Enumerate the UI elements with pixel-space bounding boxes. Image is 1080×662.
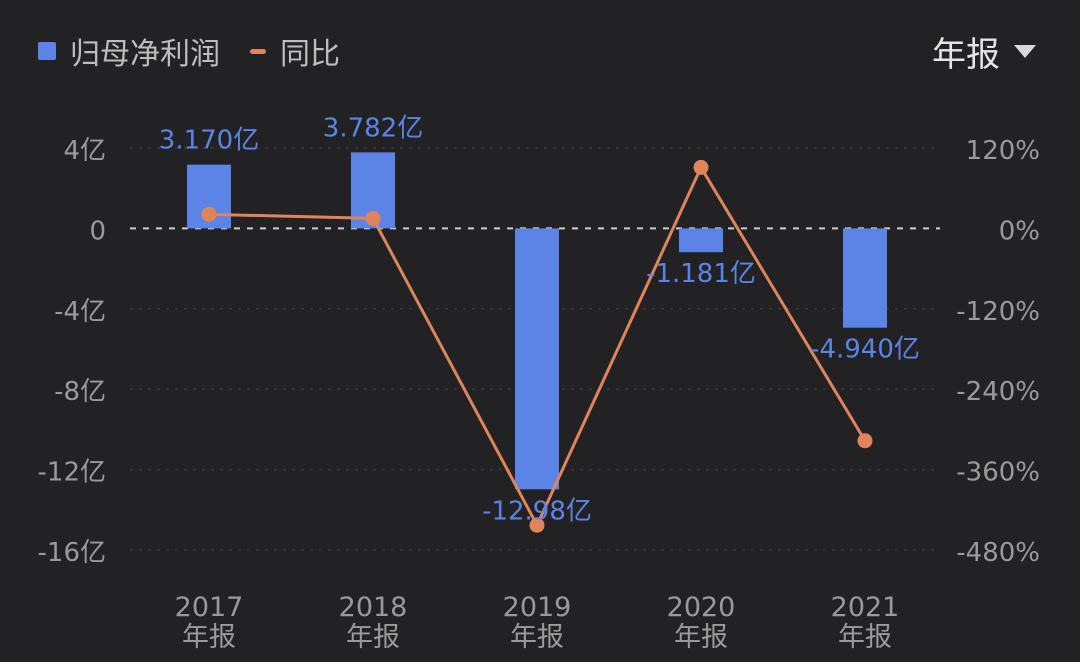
- x-tick-label-year: 2017: [175, 592, 244, 623]
- y-left-tick-label: -16亿: [38, 538, 106, 568]
- y-right-tick-label: 0%: [999, 216, 1040, 246]
- y-left-tick-label: -12亿: [38, 458, 106, 488]
- x-tick-label-period: 年报: [838, 622, 892, 653]
- bar-net-profit: [843, 228, 887, 328]
- y-right-tick-label: -240%: [956, 377, 1040, 407]
- x-tick-label-year: 2021: [831, 592, 900, 623]
- legend-item-yoy[interactable]: 同比: [250, 29, 340, 73]
- x-tick-label-period: 年报: [674, 622, 728, 653]
- y-right-tick-label: -480%: [956, 538, 1040, 568]
- bar-net-profit: [515, 228, 559, 490]
- x-tick-label-year: 2018: [339, 592, 408, 623]
- chevron-down-icon: [1014, 44, 1036, 58]
- x-tick-label-period: 年报: [346, 622, 400, 653]
- y-right-tick-label: -120%: [956, 297, 1040, 327]
- y-left-tick-label: 0: [89, 216, 106, 246]
- legend-item-net-profit[interactable]: 归母净利润: [38, 29, 220, 73]
- data-label-net-profit: 3.782亿: [323, 113, 423, 143]
- x-tick-label-period: 年报: [182, 622, 236, 653]
- x-tick-label-year: 2020: [667, 592, 736, 623]
- y-left-tick-label: 4亿: [63, 136, 106, 166]
- legend-label-net-profit: 归母净利润: [70, 37, 220, 72]
- point-yoy: [693, 159, 709, 175]
- legend-label-yoy: 同比: [280, 37, 340, 72]
- chart-legend: 归母净利润 同比: [38, 28, 340, 74]
- point-yoy: [857, 433, 873, 449]
- bar-net-profit: [679, 228, 723, 253]
- y-left-tick-label: -4亿: [54, 297, 106, 327]
- point-yoy: [365, 210, 381, 226]
- period-selector-label: 年报: [932, 34, 1000, 75]
- y-right-tick-label: 120%: [966, 136, 1040, 166]
- data-label-net-profit: -12.98亿: [482, 496, 592, 526]
- point-yoy: [529, 517, 545, 533]
- x-tick-label-period: 年报: [510, 622, 564, 653]
- y-left-tick-label: -8亿: [54, 377, 106, 407]
- period-selector[interactable]: 年报: [932, 26, 1036, 76]
- legend-bar-swatch: [38, 42, 56, 60]
- data-label-net-profit: -4.940亿: [810, 335, 920, 365]
- legend-line-swatch: [250, 48, 266, 54]
- x-tick-label-year: 2019: [503, 592, 572, 623]
- point-yoy: [201, 206, 217, 222]
- y-right-tick-label: -360%: [956, 458, 1040, 488]
- data-label-net-profit: 3.170亿: [159, 126, 259, 156]
- data-label-net-profit: -1.181亿: [646, 259, 756, 289]
